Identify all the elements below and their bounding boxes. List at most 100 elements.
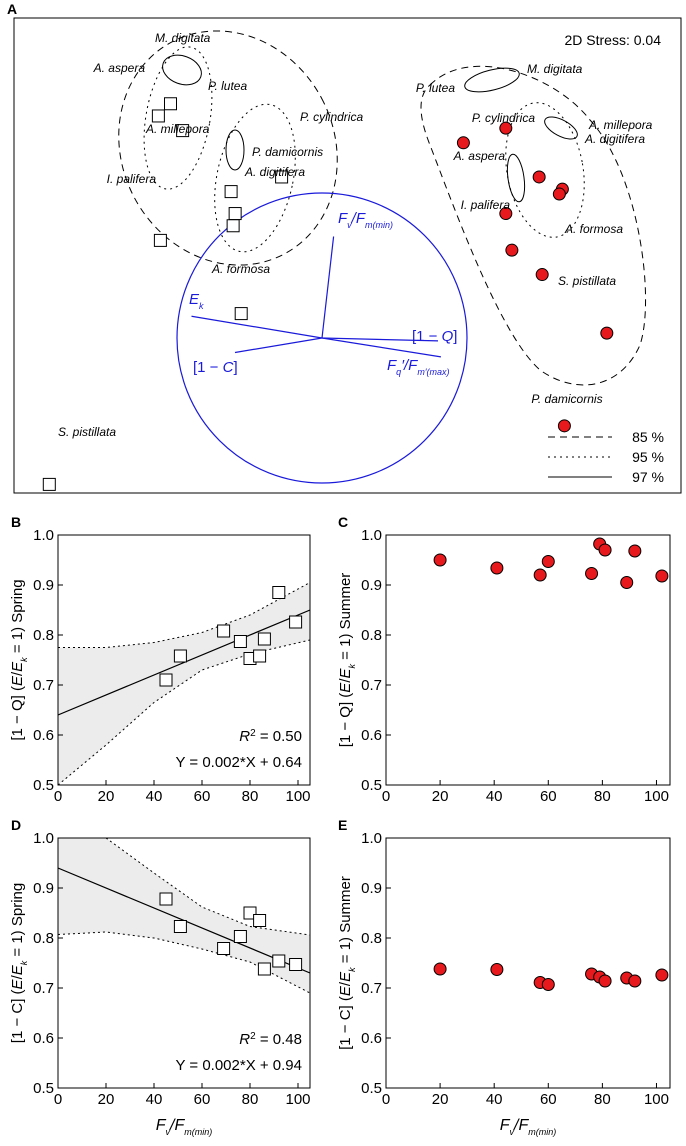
spring-point (228, 207, 242, 221)
summer-point (505, 243, 519, 257)
summer-point-label: P. cylindrica (472, 111, 535, 125)
y-axis-label: [1 − Q] (E/Ek = 1) Summer (337, 573, 357, 748)
y-tick-label: 0.8 (33, 930, 54, 947)
spring-point-label: S. pistillata (58, 425, 116, 439)
data-point (272, 586, 286, 599)
spring-point (275, 170, 289, 184)
x-tick-label: 40 (486, 1091, 503, 1108)
ellipse-97-summer-a (464, 67, 520, 93)
ellipse-97-spring-a (162, 54, 202, 86)
spring-point-label: A. aspera (93, 61, 146, 75)
x-tick-label: 60 (540, 1091, 557, 1108)
summer-point (600, 326, 614, 340)
spring-point-label: P. cylindrica (300, 110, 363, 124)
spring-point (226, 219, 240, 233)
spring-point-label: P. damicornis (252, 145, 323, 159)
x-tick-label: 80 (594, 1091, 611, 1108)
data-point (541, 978, 555, 991)
panel-letter: B (11, 514, 21, 530)
y-tick-label: 0.5 (361, 1080, 382, 1097)
plot-frame (385, 837, 671, 1089)
data-point (233, 635, 247, 648)
y-tick-label: 1.0 (361, 830, 382, 847)
y-tick-label: 1.0 (361, 527, 382, 544)
vector-line (321, 236, 335, 339)
x-tick-label: 100 (285, 788, 310, 805)
legend-label: 95 % (632, 449, 664, 465)
spring-point (42, 477, 56, 491)
data-point (289, 958, 303, 971)
x-tick-label: 100 (644, 1091, 669, 1108)
data-point (585, 567, 599, 580)
vector-label: Fq′/Fm′(max) (387, 357, 450, 377)
summer-point (456, 136, 470, 150)
panel-e: 0 20 40 60 80 100 0.5 0.6 0.7 0.8 0.9 1.0 [1 − C] (E… (337, 817, 671, 1137)
data-point (159, 673, 173, 687)
spring-point (153, 233, 167, 247)
y-tick-label: 0.9 (361, 577, 382, 594)
y-tick-label: 0.5 (33, 777, 54, 794)
spring-point (176, 124, 190, 138)
x-tick-label: 80 (242, 788, 259, 805)
y-tick-label: 0.8 (33, 627, 54, 644)
panel-a: A 2D Stress: 0.04 Fv/Fm(min) Ek [1 − C] [1 − … (7, 1, 682, 494)
ellipse-95-spring-b (214, 103, 296, 253)
vector-label: Fv/Fm(min) (338, 210, 393, 230)
r2-label: R2 = 0.48 (239, 1031, 302, 1049)
y-tick-label: 0.6 (33, 727, 54, 744)
confidence-band (58, 838, 310, 993)
legend-label: 97 % (632, 469, 664, 485)
summer-point (499, 121, 513, 135)
data-point (217, 942, 231, 955)
vector-line (191, 315, 323, 339)
y-tick-label: 0.7 (33, 677, 54, 694)
x-tick-label: 0 (54, 1091, 62, 1108)
x-tick-label: 20 (98, 788, 115, 805)
data-point (490, 963, 504, 976)
x-axis-label: Fv/Fm(min) (500, 1117, 557, 1137)
x-tick-label: 40 (146, 1091, 163, 1108)
equation-label: Y = 0.002*X + 0.64 (176, 754, 303, 771)
plot-frame (385, 534, 671, 786)
panel-b: 0 20 40 60 80 100 0.5 0.6 0.7 0.8 0.9 1.0 [1 − Q] (E… (9, 514, 311, 805)
summer-point-label: M. digitata (527, 62, 583, 76)
ellipse-97-summer-c (506, 153, 526, 203)
y-tick-label: 0.7 (361, 980, 382, 997)
x-tick-label: 0 (54, 788, 62, 805)
ellipse-97-spring-b (225, 129, 245, 171)
x-tick-label: 60 (194, 1091, 211, 1108)
ellipse-85-spring (118, 30, 338, 266)
data-point (598, 974, 612, 988)
spring-point (164, 97, 177, 111)
x-tick-label: 20 (98, 1091, 115, 1108)
y-tick-label: 0.6 (361, 727, 382, 744)
plot-frame (57, 837, 311, 1089)
panel-letter: C (338, 514, 348, 530)
data-point (628, 974, 642, 988)
data-point (173, 920, 187, 933)
plot-frame (57, 534, 311, 786)
spring-point-label: A. digitifera (244, 165, 305, 179)
data-point (253, 914, 267, 927)
summer-point-label: A. aspera (453, 149, 506, 163)
x-tick-label: 40 (146, 788, 163, 805)
y-tick-label: 0.6 (33, 1030, 54, 1047)
data-point (173, 649, 187, 663)
y-tick-label: 0.8 (361, 930, 382, 947)
y-tick-label: 0.5 (361, 777, 382, 794)
y-tick-label: 0.9 (361, 880, 382, 897)
x-tick-label: 80 (242, 1091, 259, 1108)
y-tick-label: 1.0 (33, 527, 54, 544)
summer-point (499, 207, 513, 221)
spring-point-label: A. formosa (211, 262, 270, 276)
legend-label: 85 % (632, 429, 664, 445)
data-point (233, 930, 247, 943)
y-tick-label: 0.8 (361, 627, 382, 644)
panel-c: 0 20 40 60 80 100 0.5 0.6 0.7 0.8 0.9 1.0 [1 − Q] (E… (337, 514, 671, 805)
panel-a-frame (13, 17, 682, 494)
x-axis-label: Fv/Fm(min) (156, 1117, 213, 1137)
y-tick-label: 0.5 (33, 1080, 54, 1097)
spring-point (234, 307, 248, 321)
data-point (272, 954, 286, 968)
data-point (490, 561, 504, 575)
